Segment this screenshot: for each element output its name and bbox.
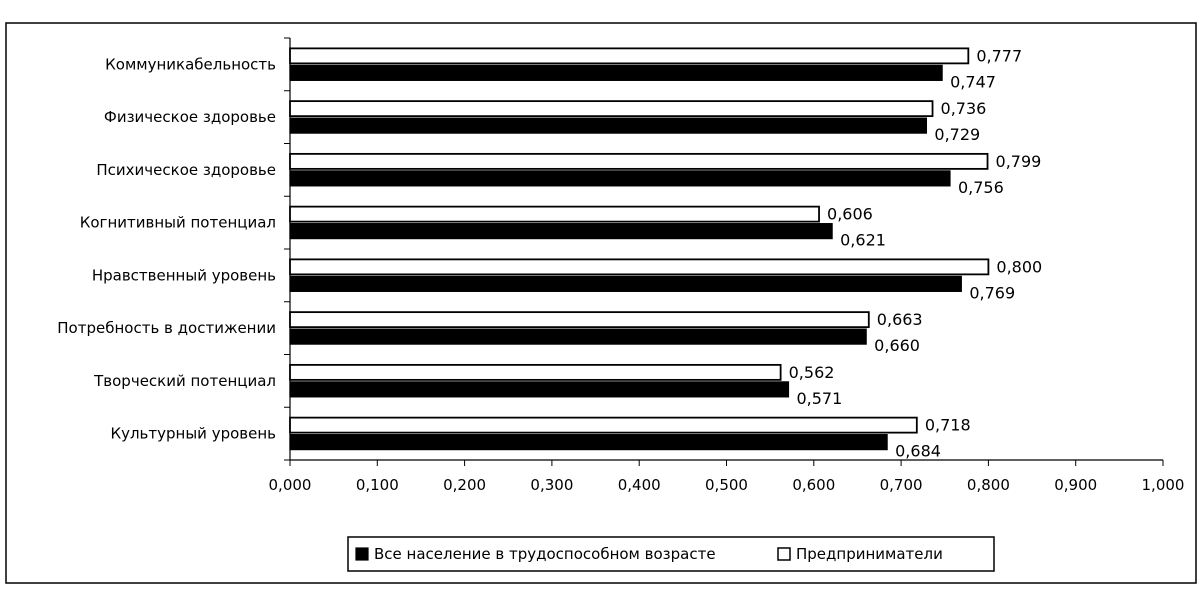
bar-entrepreneurs [289, 205, 820, 223]
bar-all-population [289, 275, 962, 292]
data-label-all-population: 0,729 [934, 125, 980, 144]
category-label: Нравственный уровень [92, 266, 276, 284]
data-label-all-population: 0,769 [969, 283, 1015, 302]
x-tick-label: 0,700 [880, 476, 923, 494]
data-label-all-population: 0,660 [874, 336, 920, 355]
data-label-all-population: 0,684 [895, 442, 941, 461]
data-label-all-population: 0,756 [958, 178, 1004, 197]
x-tick-label: 0,600 [792, 476, 835, 494]
bar-entrepreneurs [289, 311, 870, 329]
data-label-entrepreneurs: 0,718 [925, 416, 971, 435]
bar-all-population [289, 170, 951, 187]
bar-entrepreneurs [289, 416, 918, 434]
bar-all-population [289, 328, 867, 345]
category-label: Физическое здоровье [104, 108, 276, 126]
x-tick-label: 0,400 [618, 476, 661, 494]
data-label-all-population: 0,621 [840, 231, 886, 250]
legend-label-entrepreneurs: Предприниматели [796, 545, 943, 563]
category-label: Потребность в достижении [57, 319, 276, 337]
x-tick-label: 0,900 [1054, 476, 1097, 494]
data-label-entrepreneurs: 0,736 [941, 99, 987, 118]
bar-all-population [289, 223, 833, 240]
data-label-entrepreneurs: 0,663 [877, 310, 923, 329]
legend-swatch-entrepreneurs [777, 547, 791, 561]
data-label-entrepreneurs: 0,800 [996, 257, 1042, 276]
bar-entrepreneurs [289, 258, 990, 276]
category-label: Когнитивный потенциал [80, 214, 276, 232]
bar-entrepreneurs [289, 152, 989, 170]
x-tick-label: 0,800 [967, 476, 1010, 494]
data-label-all-population: 0,747 [950, 72, 996, 91]
bar-entrepreneurs [289, 47, 970, 65]
plot-area: 0,000 0,100 0,200 0,300 0,400 0,500 0,600 0,700… [57, 37, 1185, 494]
legend-box [347, 536, 995, 572]
bar-entrepreneurs [289, 100, 934, 118]
bar-all-population [289, 381, 790, 398]
x-tick-label: 0,300 [530, 476, 573, 494]
legend: Все население в трудоспособном возрасте П… [347, 536, 995, 572]
data-label-all-population: 0,571 [796, 389, 842, 408]
bar-all-population [289, 434, 888, 451]
data-label-entrepreneurs: 0,799 [996, 152, 1042, 171]
bar-all-population [289, 64, 943, 81]
x-tick-label: 0,000 [269, 476, 312, 494]
category-label: Коммуникабельность [105, 55, 276, 73]
category-label: Психическое здоровье [96, 161, 276, 179]
x-tick-label: 0,500 [705, 476, 748, 494]
legend-label-all-population: Все население в трудоспособном возрасте [374, 545, 716, 563]
bar-entrepreneurs [289, 363, 782, 381]
x-tick-label: 1,000 [1142, 476, 1185, 494]
x-tick-label: 0,200 [443, 476, 486, 494]
category-label: Культурный уровень [110, 425, 276, 443]
x-tick-label: 0,100 [356, 476, 399, 494]
bar-all-population [289, 117, 928, 134]
legend-swatch-all-population [355, 547, 369, 561]
data-label-entrepreneurs: 0,606 [827, 205, 873, 224]
category-label: Творческий потенциал [93, 372, 276, 390]
data-label-entrepreneurs: 0,562 [789, 363, 835, 382]
data-label-entrepreneurs: 0,777 [976, 46, 1022, 65]
